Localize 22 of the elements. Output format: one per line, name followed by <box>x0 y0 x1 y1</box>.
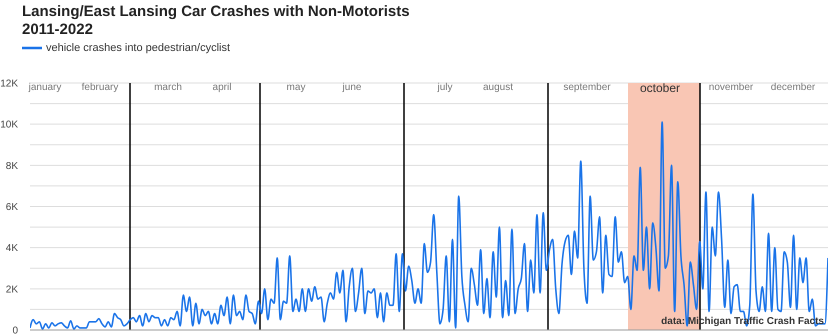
annotation: may <box>286 82 306 93</box>
chart-title: Lansing/East Lansing Car Crashes with Non-Motorists 2011-2022 <box>22 3 410 39</box>
annotation: april <box>212 82 232 93</box>
legend-label: vehicle crashes into pedestrian/cyclist <box>46 42 230 54</box>
y-tick-label: 2K <box>6 284 18 296</box>
line-series <box>30 121 828 330</box>
y-tick-label: 10K <box>0 120 18 131</box>
y-tick-label: 12K <box>0 78 18 90</box>
y-tick-label: 6K <box>6 202 18 214</box>
annotation: june <box>341 82 362 93</box>
annotation: march <box>153 82 183 93</box>
annotation: july <box>437 82 452 93</box>
annotation: january <box>28 82 62 93</box>
y-tick-label: 4K <box>6 243 18 254</box>
annotation: december <box>770 82 816 93</box>
annotation: november <box>708 82 754 93</box>
y-tick-label: 8K <box>6 160 18 172</box>
y-tick-label: 0 <box>12 326 18 335</box>
annotation: february <box>80 82 120 93</box>
annotation: october <box>638 81 682 95</box>
annotation: august <box>482 82 514 93</box>
annotation: september <box>562 82 612 93</box>
